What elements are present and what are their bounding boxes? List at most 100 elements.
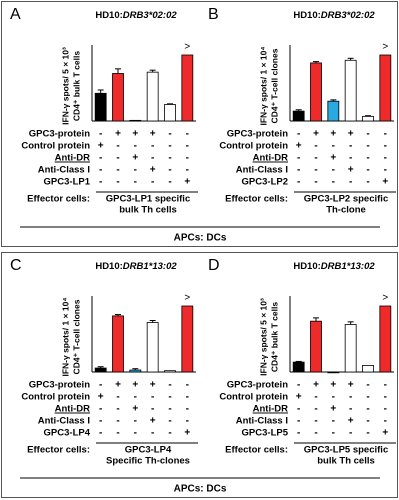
condition-sign: -	[168, 416, 171, 427]
effector-label: Effector cells:	[27, 445, 90, 456]
error-bar	[115, 314, 121, 316]
panel-title: HD10:DRB3*02:02	[95, 10, 177, 21]
condition-sign: -	[186, 129, 189, 140]
chart-panel: D HD10:DRB1*13:02 IFN-γ spots/ 5 × 10³ CD4⁺…	[208, 257, 396, 467]
condition-sign: +	[330, 380, 336, 391]
condition-sign: -	[366, 428, 369, 439]
condition-sign: -	[314, 404, 317, 415]
condition-sign: -	[134, 165, 137, 176]
condition-sign: -	[314, 416, 317, 427]
condition-sign: -	[297, 380, 300, 391]
title-allele: DRB3*02:02	[123, 10, 178, 21]
bar	[129, 119, 142, 122]
condition-label: Control protein	[21, 141, 90, 152]
condition-sign: +	[313, 380, 319, 391]
over-scale-marker: >	[184, 42, 190, 53]
condition-sign: +	[184, 177, 190, 188]
condition-sign: -	[314, 428, 317, 439]
condition-sign: -	[366, 129, 369, 140]
effector-label: Effector cells:	[225, 194, 288, 205]
condition-sign: -	[186, 165, 189, 176]
bar	[379, 54, 392, 122]
condition-sign: -	[332, 177, 335, 188]
condition-label: GPC3-protein	[29, 129, 90, 140]
panel-title: HD10:DRB1*13:02	[293, 261, 375, 272]
condition-sign: -	[384, 392, 387, 403]
condition-sign: -	[332, 416, 335, 427]
condition-sign: +	[132, 380, 138, 391]
condition-sign: -	[116, 428, 119, 439]
title-prefix: HD10:	[293, 261, 320, 272]
condition-label: GPC3-LP4	[44, 428, 91, 439]
condition-sign: -	[134, 428, 137, 439]
error-bar	[167, 103, 173, 105]
condition-sign: +	[348, 416, 354, 427]
condition-sign: -	[297, 165, 300, 176]
error-bar	[365, 115, 371, 117]
condition-sign: +	[132, 153, 138, 164]
condition-sign: -	[99, 416, 102, 427]
condition-sign: -	[366, 165, 369, 176]
bar	[181, 305, 194, 373]
condition-label: Control protein	[219, 392, 288, 403]
effector-label: Effector cells:	[27, 194, 90, 205]
y-axis-label: IFN-γ spots/ 5 × 10³	[60, 47, 70, 125]
bar	[164, 370, 176, 373]
condition-sign: -	[349, 428, 352, 439]
condition-label: Anti-Class I	[38, 165, 90, 176]
condition-sign: -	[366, 404, 369, 415]
condition-label: GPC3-LP1	[44, 177, 91, 188]
condition-sign: -	[134, 177, 137, 188]
condition-sign: -	[99, 165, 102, 176]
condition-sign: -	[99, 153, 102, 164]
y-axis-label: IFN-γ spots/ 1 × 10⁴	[60, 297, 70, 376]
condition-sign: -	[116, 404, 119, 415]
condition-sign: -	[297, 404, 300, 415]
condition-sign: -	[116, 165, 119, 176]
condition-sign: -	[297, 416, 300, 427]
condition-sign: +	[348, 165, 354, 176]
title-allele: DRB3*02:02	[321, 10, 376, 21]
condition-sign: -	[314, 392, 317, 403]
effector-value: Th-clone	[326, 205, 366, 216]
error-bar	[295, 360, 302, 363]
condition-sign: -	[332, 392, 335, 403]
condition-sign: +	[296, 141, 302, 152]
error-bar	[313, 61, 319, 63]
condition-sign: +	[296, 392, 302, 403]
condition-sign: -	[366, 177, 369, 188]
panel-letter: D	[208, 257, 220, 274]
condition-sign: -	[384, 129, 387, 140]
chart-panel: B HD10:DRB3*02:02 IFN-γ spots/ 1 × 10⁴ CD4⁺…	[208, 6, 396, 216]
y-axis-label: IFN-γ spots/ 5 × 10³	[258, 298, 268, 376]
condition-sign: -	[151, 153, 154, 164]
condition-sign: -	[297, 129, 300, 140]
condition-sign: -	[99, 380, 102, 391]
error-bar	[97, 89, 104, 94]
title-prefix: HD10:	[95, 10, 122, 21]
condition-sign: -	[168, 392, 171, 403]
bar	[310, 62, 322, 122]
error-bar	[347, 57, 354, 61]
error-bar	[149, 320, 156, 323]
condition-label: Anti-Class I	[236, 165, 288, 176]
effector-value: GPC3-LP1 specific	[106, 194, 190, 205]
title-prefix: HD10:	[95, 261, 122, 272]
condition-sign: -	[99, 404, 102, 415]
effector-label: Effector cells:	[225, 445, 288, 456]
panel-title: HD10:DRB3*02:02	[293, 10, 375, 21]
title-prefix: HD10:	[293, 10, 320, 21]
condition-sign: -	[168, 165, 171, 176]
condition-sign: -	[99, 428, 102, 439]
condition-sign: -	[151, 404, 154, 415]
condition-sign: +	[115, 129, 121, 140]
condition-sign: -	[168, 404, 171, 415]
condition-sign: +	[98, 392, 104, 403]
y-axis-label: CD4⁺ bulk T cells	[71, 51, 81, 121]
bar	[344, 59, 357, 122]
error-bar	[313, 317, 319, 322]
condition-label: Anti-DR	[55, 153, 90, 164]
error-bar	[149, 69, 156, 73]
bar	[379, 305, 392, 373]
condition-sign: +	[382, 177, 388, 188]
